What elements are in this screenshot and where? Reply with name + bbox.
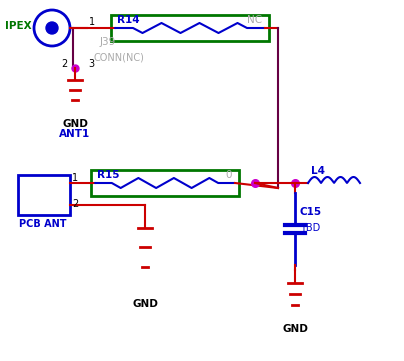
Text: GND: GND [62,119,88,129]
Text: 1: 1 [72,173,78,183]
Text: 3: 3 [88,59,94,69]
Text: J39: J39 [100,37,116,47]
Bar [111,15,269,41]
Text: R15: R15 [97,170,120,180]
Text: GND: GND [282,324,308,334]
Bar [91,170,239,196]
Text: 1: 1 [89,17,95,27]
Text: PCB ANT: PCB ANT [19,219,67,229]
Circle shape [46,22,58,34]
Text: 2: 2 [72,199,78,209]
Text: CONN(NC): CONN(NC) [93,52,144,62]
Text: IPEX: IPEX [5,21,32,31]
Bar [18,175,70,215]
Text: L4: L4 [311,166,325,176]
Text: C15: C15 [300,207,322,217]
Text: ANT1: ANT1 [59,129,90,139]
Text: R14: R14 [117,15,140,25]
Text: 0: 0 [225,170,231,180]
Text: 2: 2 [61,59,67,69]
Text: GND: GND [132,299,158,309]
Text: NC: NC [247,15,262,25]
Text: TBD: TBD [300,223,320,233]
